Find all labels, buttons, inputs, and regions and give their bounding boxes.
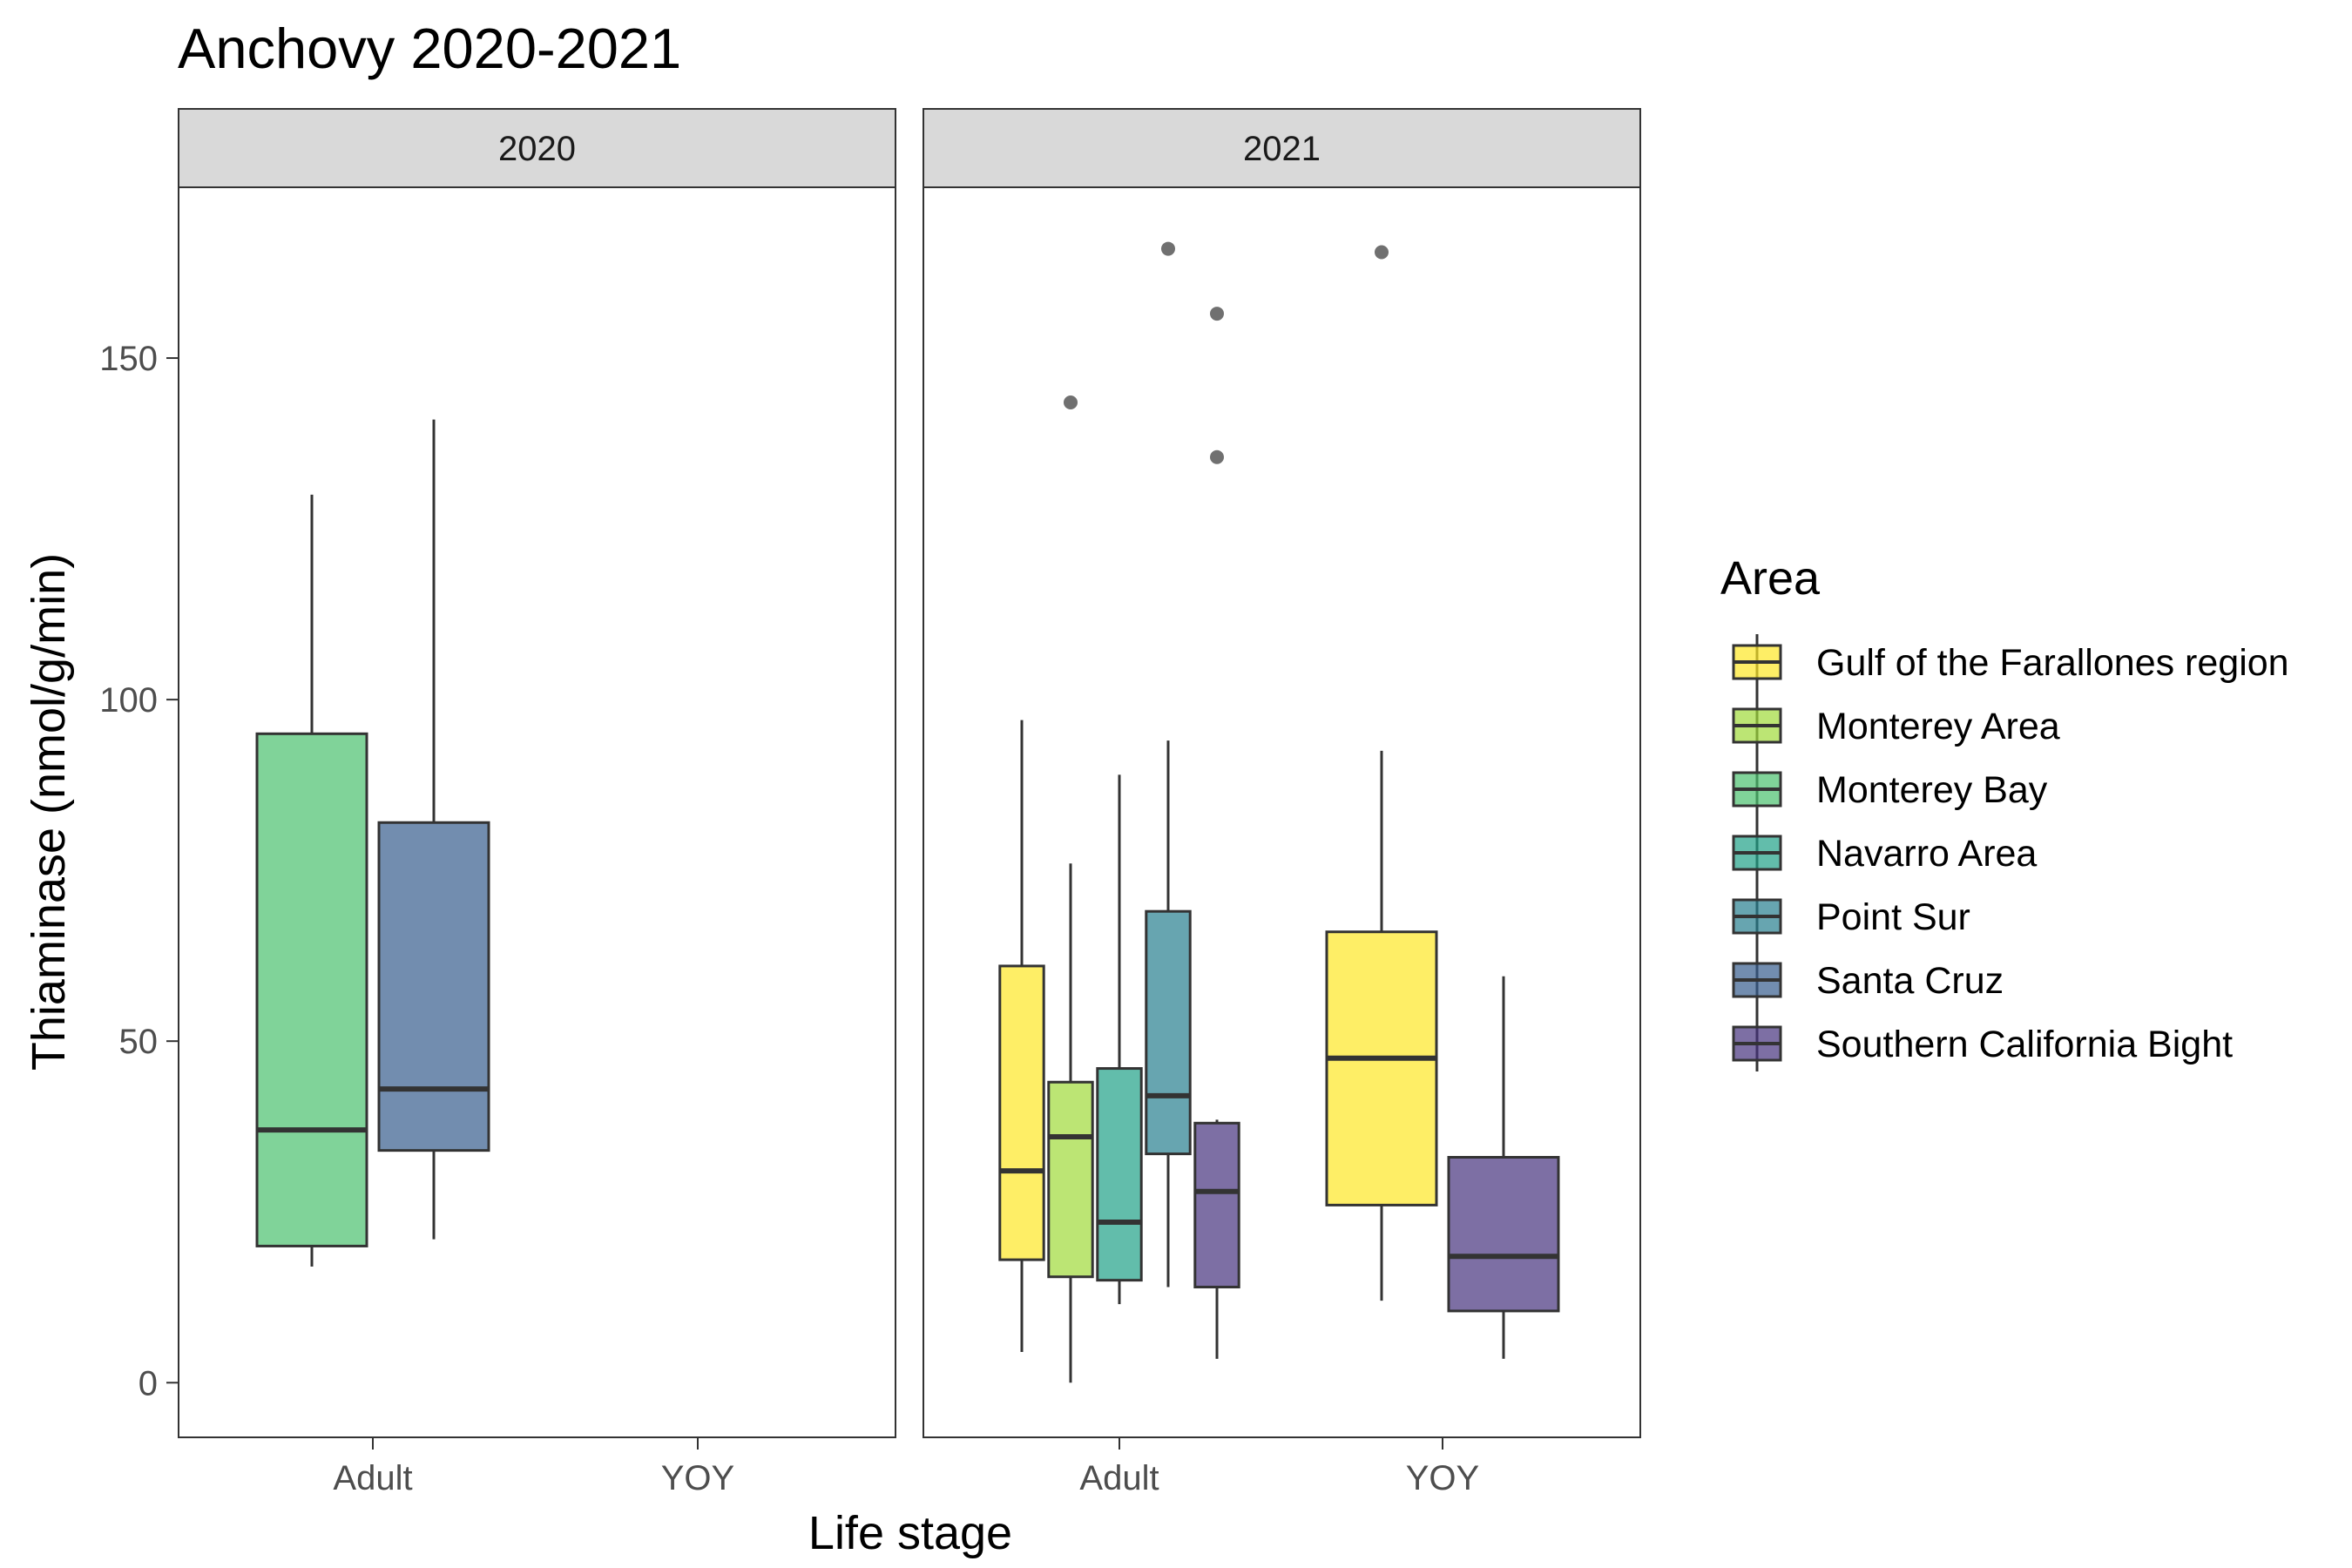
facet-2020: 2020	[178, 108, 896, 1438]
legend-item: Monterey Bay	[1732, 769, 2048, 811]
y-axis-title: Thiaminase (nmol/g/min)	[23, 553, 75, 1071]
box-adult-navarro-area	[1096, 774, 1143, 1305]
box-adult-monterey-area	[1047, 395, 1094, 1383]
x-tick-label: YOY	[1406, 1459, 1479, 1497]
y-tick-label: 50	[119, 1023, 159, 1061]
box-yoy-gulf-of-the-farallones-region	[1325, 245, 1438, 1301]
legend-item: Navarro Area	[1732, 833, 2037, 875]
box-adult-point-sur	[1145, 241, 1192, 1288]
facet-strip-label: 2021	[1243, 130, 1321, 168]
outlier-point	[1161, 241, 1175, 256]
outlier-point	[1375, 245, 1389, 260]
x-tick-label: Adult	[1079, 1459, 1159, 1497]
box-iqr	[1325, 930, 1438, 1206]
x-axis-2021: Adult YOY	[1079, 1437, 1479, 1497]
legend-item: Santa Cruz	[1732, 960, 2004, 1002]
legend-label: Santa Cruz	[1816, 960, 2004, 1002]
legend-item: Gulf of the Farallones region	[1732, 642, 2289, 684]
legend-label: Navarro Area	[1816, 833, 2037, 875]
legend-item: Southern California Bight	[1732, 1024, 2233, 1065]
x-axes: Adult YOY Adult YOY	[333, 1437, 1479, 1497]
legend-item: Point Sur	[1732, 896, 1970, 938]
legend-label: Monterey Area	[1816, 706, 2060, 747]
y-tick-label: 100	[99, 681, 158, 720]
y-axis: 0 50 100 150	[99, 340, 179, 1402]
x-axis-title: Life stage	[808, 1507, 1012, 1559]
legend-label: Gulf of the Farallones region	[1816, 642, 2289, 684]
facet-strip-label: 2020	[498, 130, 576, 168]
legend-label: Point Sur	[1816, 896, 1970, 938]
box-adult-southern-california-bight	[1193, 307, 1240, 1359]
legend-item: Monterey Area	[1732, 706, 2060, 747]
facet-panels: 2020 2021	[178, 108, 1641, 1438]
box-iqr	[255, 732, 368, 1247]
box-iqr	[998, 964, 1045, 1261]
outlier-point	[1210, 449, 1224, 464]
box-adult-santa-cruz	[377, 419, 490, 1240]
x-axis-2020: Adult YOY	[333, 1437, 734, 1497]
facet-strip	[178, 108, 896, 188]
legend: Area Gulf of the Farallones region Monter…	[1720, 552, 2289, 1071]
facet-2021: 2021	[923, 108, 1641, 1438]
box-adult-monterey-bay	[255, 494, 368, 1267]
box-iqr	[1447, 1155, 1560, 1313]
y-tick-label: 0	[139, 1364, 158, 1402]
chart-title: Anchovy 2020-2021	[178, 17, 681, 80]
box-adult-gulf-of-the-farallones-region	[998, 720, 1045, 1352]
outlier-point	[1210, 307, 1224, 321]
box-iqr	[1096, 1067, 1143, 1282]
y-tick-label: 150	[99, 340, 158, 378]
x-tick-label: Adult	[333, 1459, 412, 1497]
legend-title: Area	[1720, 552, 1821, 605]
box-yoy-southern-california-bight	[1447, 976, 1560, 1359]
legend-label: Southern California Bight	[1816, 1024, 2233, 1065]
box-iqr	[1047, 1080, 1094, 1279]
facet-strip	[923, 108, 1641, 188]
outlier-point	[1064, 395, 1078, 410]
legend-label: Monterey Bay	[1816, 769, 2048, 811]
box-iqr	[1145, 909, 1192, 1156]
x-tick-label: YOY	[661, 1459, 734, 1497]
box-iqr	[377, 821, 490, 1152]
box-iqr	[1193, 1121, 1240, 1288]
